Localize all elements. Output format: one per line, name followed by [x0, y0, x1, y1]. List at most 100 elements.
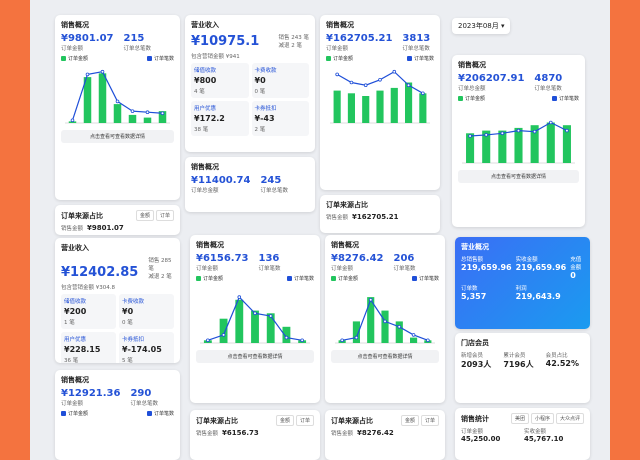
- item-cell: 用户优惠 ¥228.15 36 笔: [61, 332, 116, 363]
- detail-button[interactable]: 点击查看可查看数据详情: [458, 170, 579, 183]
- line-point: [340, 338, 344, 343]
- bar: [83, 77, 92, 123]
- tab[interactable]: 美团: [510, 413, 529, 424]
- line-point: [100, 69, 105, 74]
- legend-swatch: [286, 276, 292, 281]
- card: 营业概况 总销售额 219,659.96 实收金额 219,659.96 充值金额 0 订单数…: [455, 237, 590, 329]
- item: 订单数 5,357: [461, 284, 512, 301]
- items-grid: 新增会员 2093人 累计会员 7196人 会员占比 42.52%: [461, 351, 584, 370]
- card-header: 销售概况: [61, 375, 174, 385]
- bar: [128, 114, 137, 123]
- detail-button[interactable]: 点击查看可查看数据详情: [61, 130, 174, 143]
- item-value: ¥800: [194, 76, 217, 85]
- item-value: 219,659.96: [461, 263, 512, 272]
- bar: [381, 310, 389, 343]
- marketing: 包含营销金额 ¥304.8: [61, 285, 115, 291]
- amount-label: 订单总金额: [458, 86, 486, 92]
- tab[interactable]: 大众点评: [555, 413, 584, 424]
- card-header: 销售概况: [458, 60, 579, 70]
- item-value: ¥0: [122, 307, 134, 316]
- legend-swatch: [406, 56, 412, 61]
- legend-swatch: [146, 56, 152, 61]
- side-text: 销售 285 笔: [148, 258, 172, 272]
- bar: [419, 93, 427, 123]
- revenue-row: ¥12402.85 销售 285 笔减退 2 笔: [61, 256, 174, 280]
- detail-button[interactable]: 点击查看可查看数据详情: [331, 350, 439, 363]
- legend-item: 订单金额: [326, 55, 353, 62]
- card-header: 订单来源占比 金额 订单: [331, 415, 439, 426]
- amount-label: 订单金额: [326, 46, 349, 52]
- legend-label: 订单笔数: [413, 56, 434, 62]
- tab[interactable]: 小程序: [530, 413, 554, 424]
- revenue-amount: ¥12402.85: [61, 265, 139, 280]
- bar: [158, 111, 167, 123]
- source-value: ¥8276.42: [357, 429, 394, 437]
- card-header: 销售统计 美团 小程序 大众点评: [461, 413, 584, 424]
- item: 实收金额 45,767.10: [524, 427, 584, 443]
- tab[interactable]: 金额: [135, 210, 154, 221]
- item-value: 42.52%: [545, 359, 579, 368]
- bar: [498, 130, 507, 163]
- legend-label: 订单笔数: [153, 56, 174, 62]
- card: 销售概况 ¥8276.42 订单金额 206 订单笔数 订单金额 订单笔数 点击查看可查看数据…: [325, 235, 445, 403]
- amount: ¥11400.74: [191, 175, 251, 186]
- legend-label: 订单笔数: [293, 276, 314, 282]
- detail-button[interactable]: 点击查看可查看数据详情: [196, 350, 314, 363]
- item-label: 订单金额: [461, 429, 484, 435]
- item-value: ¥-43: [254, 114, 275, 123]
- item-count: 2 笔: [254, 127, 266, 133]
- tab[interactable]: 订单: [295, 415, 314, 426]
- amount: ¥6156.73: [196, 253, 249, 264]
- item-count: 36 笔: [64, 358, 79, 363]
- card-header: 门店会员: [461, 338, 584, 348]
- legend-swatch: [331, 276, 336, 281]
- source-row: 销售金额 ¥6156.73: [196, 429, 314, 437]
- line-point: [532, 129, 537, 134]
- card-header: 营业收入: [191, 20, 309, 30]
- item: 累计会员 7196人: [503, 351, 541, 370]
- line-point: [500, 131, 505, 136]
- item-value: 45,767.10: [524, 435, 564, 443]
- line-point: [284, 335, 289, 340]
- legend-swatch: [411, 276, 417, 281]
- item-count: 1 笔: [64, 320, 75, 326]
- tab[interactable]: 订单: [155, 210, 174, 221]
- bar: [113, 104, 122, 123]
- date-picker[interactable]: 2023年08月 ▾: [452, 18, 511, 34]
- card-header: 订单来源占比 金额 订单: [196, 415, 314, 426]
- bar: [376, 90, 384, 123]
- amount: ¥162705.21: [326, 33, 393, 44]
- stat: 245 订单总笔数: [260, 175, 288, 194]
- stats-row: ¥8276.42 订单金额 206 订单笔数: [331, 253, 439, 272]
- count-label: 订单笔数: [258, 266, 281, 272]
- count: 206: [393, 253, 415, 264]
- stat: ¥11400.74 订单总金额: [191, 175, 250, 194]
- side-text: 销售 243 笔: [278, 35, 310, 41]
- legend: 订单金额 订单笔数: [196, 275, 314, 282]
- bar: [395, 321, 403, 343]
- legend: 订单金额 订单笔数: [61, 410, 174, 417]
- source-label: 销售金额: [331, 431, 354, 437]
- count-label: 订单总笔数: [260, 188, 288, 194]
- amount-label: 订单金额: [61, 46, 84, 52]
- legend-swatch: [458, 96, 463, 101]
- bar: [251, 310, 259, 343]
- stat: 136 订单笔数: [259, 253, 281, 272]
- tab[interactable]: 金额: [400, 415, 419, 426]
- chart: [462, 120, 575, 164]
- tab[interactable]: 金额: [275, 415, 294, 426]
- bar: [235, 299, 244, 343]
- item-value: 2093人: [461, 360, 492, 369]
- card: 销售概况 ¥6156.73 订单金额 136 订单笔数 订单金额 订单笔数 点击查看可查看数据…: [190, 235, 320, 403]
- stat: 4870 订单总笔数: [534, 73, 562, 92]
- tab[interactable]: 订单: [420, 415, 439, 426]
- item-label: 卡费收款: [254, 68, 277, 74]
- items-grid: 订单金额 45,250.00 实收金额 45,767.10: [461, 427, 584, 443]
- card: 订单来源占比 金额 订单 销售金额 ¥6156.73: [190, 410, 320, 460]
- amount-label: 订单总金额: [191, 188, 219, 194]
- bar: [530, 125, 539, 163]
- count: 136: [258, 253, 280, 264]
- item-value: ¥228.15: [64, 345, 101, 354]
- chart: [330, 69, 430, 124]
- card: 销售概况 ¥11400.74 订单总金额 245 订单总笔数: [185, 157, 315, 212]
